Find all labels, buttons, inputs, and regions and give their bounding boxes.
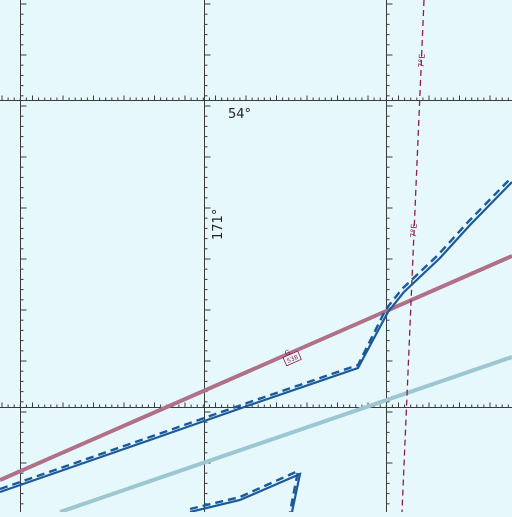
graticule-ticks <box>1 3 509 505</box>
airway-line[interactable] <box>0 254 512 482</box>
isogonic-label-mid: 7°E <box>409 223 419 238</box>
longitude-label: 171° <box>211 209 226 240</box>
airway-mea-box <box>282 350 302 367</box>
airway-mea-label: 538 <box>286 354 299 365</box>
isogonic-line <box>401 0 425 513</box>
isogonic-label-top: 7°E <box>417 53 427 68</box>
route-line-light <box>59 355 512 514</box>
airway-name-label: G <box>284 348 292 358</box>
latitude-label: 54° <box>228 107 251 122</box>
airspace-boundary <box>0 178 512 514</box>
